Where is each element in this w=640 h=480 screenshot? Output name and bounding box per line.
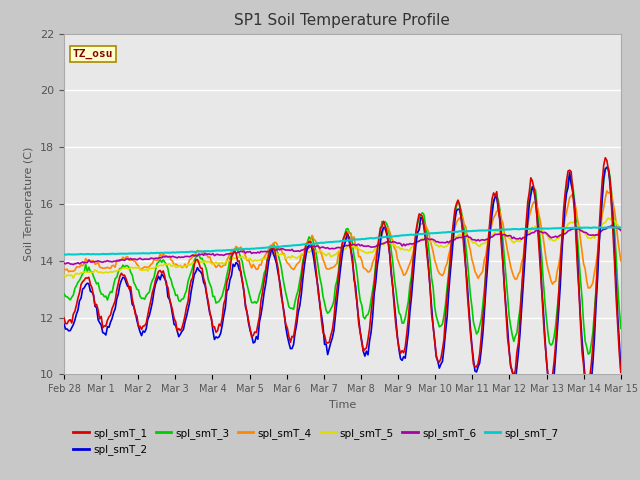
spl_smT_2 bbox=[584, 390, 592, 396]
spl_smT_3 bbox=[244, 288, 252, 294]
spl_smT_4 bbox=[60, 266, 68, 272]
spl_smT_1 bbox=[226, 267, 234, 273]
spl_smT_3 bbox=[303, 239, 311, 245]
spl_smT_3 bbox=[588, 341, 595, 347]
spl_smT_2 bbox=[129, 301, 136, 307]
spl_smT_7 bbox=[254, 245, 262, 251]
Text: TZ_osu: TZ_osu bbox=[72, 49, 113, 59]
spl_smT_3 bbox=[254, 298, 262, 304]
spl_smT_1 bbox=[60, 315, 68, 321]
spl_smT_6 bbox=[588, 232, 595, 238]
spl_smT_6 bbox=[305, 244, 313, 250]
Legend: spl_smT_1, spl_smT_2, spl_smT_3, spl_smT_4, spl_smT_5, spl_smT_6, spl_smT_7: spl_smT_1, spl_smT_2, spl_smT_3, spl_smT… bbox=[69, 424, 563, 459]
spl_smT_3 bbox=[226, 256, 234, 262]
spl_smT_1 bbox=[303, 240, 311, 246]
spl_smT_1 bbox=[602, 155, 609, 161]
spl_smT_1 bbox=[617, 370, 625, 375]
spl_smT_4 bbox=[588, 283, 595, 289]
spl_smT_2 bbox=[303, 244, 311, 250]
spl_smT_6 bbox=[60, 260, 68, 266]
spl_smT_5 bbox=[246, 255, 254, 261]
spl_smT_7 bbox=[129, 251, 136, 256]
spl_smT_7 bbox=[617, 225, 625, 230]
spl_smT_2 bbox=[226, 277, 234, 283]
spl_smT_6 bbox=[70, 262, 77, 267]
spl_smT_6 bbox=[255, 250, 263, 256]
spl_smT_7 bbox=[586, 225, 594, 231]
spl_smT_3 bbox=[603, 164, 611, 170]
spl_smT_5 bbox=[228, 257, 236, 263]
spl_smT_7 bbox=[226, 247, 234, 253]
Line: spl_smT_3: spl_smT_3 bbox=[64, 167, 621, 354]
spl_smT_2 bbox=[603, 165, 611, 170]
spl_smT_5 bbox=[305, 250, 313, 255]
spl_smT_6 bbox=[246, 249, 254, 254]
spl_smT_7 bbox=[60, 252, 68, 257]
Line: spl_smT_4: spl_smT_4 bbox=[64, 191, 621, 288]
spl_smT_5 bbox=[605, 215, 612, 221]
spl_smT_5 bbox=[70, 275, 77, 281]
spl_smT_3 bbox=[584, 351, 592, 357]
spl_smT_4 bbox=[303, 240, 311, 245]
spl_smT_6 bbox=[617, 228, 625, 233]
spl_smT_5 bbox=[588, 235, 595, 241]
spl_smT_4 bbox=[129, 256, 136, 262]
spl_smT_7 bbox=[614, 224, 621, 230]
spl_smT_1 bbox=[129, 296, 136, 302]
spl_smT_4 bbox=[617, 258, 625, 264]
spl_smT_2 bbox=[617, 366, 625, 372]
spl_smT_4 bbox=[244, 257, 252, 263]
spl_smT_3 bbox=[60, 291, 68, 297]
spl_smT_5 bbox=[617, 227, 625, 232]
spl_smT_2 bbox=[60, 321, 68, 327]
spl_smT_2 bbox=[588, 378, 595, 384]
spl_smT_1 bbox=[584, 388, 592, 394]
spl_smT_7 bbox=[244, 246, 252, 252]
spl_smT_1 bbox=[254, 322, 262, 328]
Title: SP1 Soil Temperature Profile: SP1 Soil Temperature Profile bbox=[234, 13, 451, 28]
spl_smT_4 bbox=[603, 188, 611, 194]
spl_smT_2 bbox=[244, 320, 252, 326]
Line: spl_smT_6: spl_smT_6 bbox=[64, 226, 621, 264]
spl_smT_6 bbox=[228, 251, 236, 256]
spl_smT_1 bbox=[244, 318, 252, 324]
Line: spl_smT_7: spl_smT_7 bbox=[64, 227, 621, 254]
spl_smT_4 bbox=[254, 266, 262, 272]
X-axis label: Time: Time bbox=[329, 400, 356, 409]
spl_smT_6 bbox=[607, 223, 615, 228]
spl_smT_5 bbox=[130, 265, 138, 271]
spl_smT_3 bbox=[617, 325, 625, 331]
Line: spl_smT_5: spl_smT_5 bbox=[64, 218, 621, 278]
spl_smT_1 bbox=[588, 361, 595, 367]
spl_smT_2 bbox=[254, 336, 262, 342]
spl_smT_5 bbox=[255, 257, 263, 263]
spl_smT_3 bbox=[129, 272, 136, 278]
Line: spl_smT_2: spl_smT_2 bbox=[64, 168, 621, 393]
spl_smT_6 bbox=[130, 256, 138, 262]
spl_smT_7 bbox=[303, 241, 311, 247]
Y-axis label: Soil Temperature (C): Soil Temperature (C) bbox=[24, 147, 35, 261]
spl_smT_4 bbox=[226, 251, 234, 256]
Line: spl_smT_1: spl_smT_1 bbox=[64, 158, 621, 391]
spl_smT_4 bbox=[584, 285, 592, 291]
spl_smT_5 bbox=[60, 273, 68, 278]
